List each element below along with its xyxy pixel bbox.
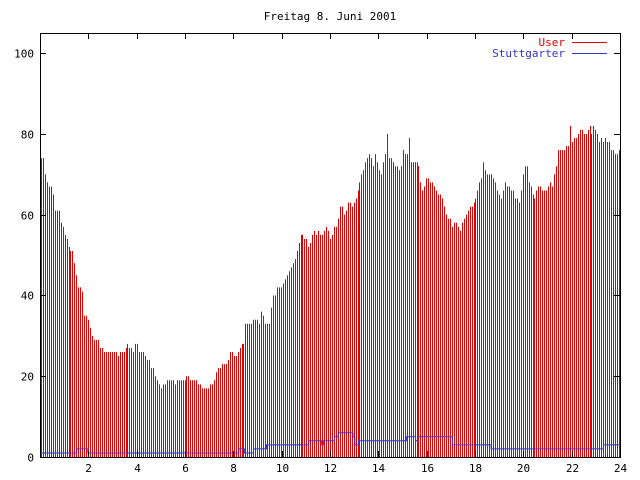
y-tick-label: 60	[21, 210, 34, 223]
y-tick-label: 0	[27, 452, 34, 465]
x-tick-label: 4	[134, 462, 141, 475]
x-tick-label: 22	[566, 462, 579, 475]
y-tick-label: 20	[21, 371, 34, 384]
x-tick-label: 6	[182, 462, 189, 475]
stuttgarter-line	[40, 432, 620, 454]
x-tick-label: 16	[421, 462, 434, 475]
x-tick-label: 8	[230, 462, 237, 475]
x-tick-label: 18	[469, 462, 482, 475]
user-bars	[41, 125, 620, 457]
x-tick-label: 2	[85, 462, 92, 475]
y-tick-label: 80	[21, 129, 34, 142]
y-tick-label: 100	[14, 48, 34, 61]
x-axis-ticks: 2 4 6 8 10 12 14 16 18 20 22 24	[85, 33, 627, 475]
y-axis-ticks: 0 20 40 60 80 100	[14, 48, 620, 465]
x-tick-label: 12	[324, 462, 337, 475]
legend-stuttgarter-label: Stuttgarter	[492, 47, 565, 60]
x-tick-label: 10	[276, 462, 289, 475]
y-tick-label: 40	[21, 290, 34, 303]
legend: User Stuttgarter	[492, 36, 607, 60]
x-tick-label: 24	[614, 462, 628, 475]
chart-title: Freitag 8. Juni 2001	[264, 10, 396, 23]
legend-user-label: User	[539, 36, 566, 49]
x-tick-label: 20	[517, 462, 530, 475]
x-tick-label: 14	[372, 462, 386, 475]
